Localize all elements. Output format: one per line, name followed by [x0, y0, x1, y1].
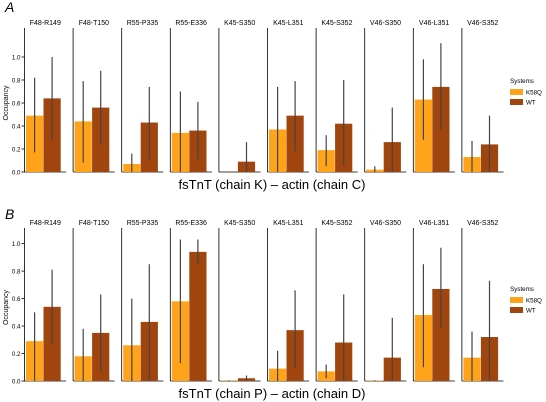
subplot-f48-t150: F48-T150 [72, 20, 115, 173]
subplot-title: K45-L351 [273, 220, 303, 227]
subplot-title: F48-R149 [30, 220, 61, 227]
y-tick-label: 1.0 [12, 54, 21, 61]
subplot-v46-s350: V46-S350 [364, 220, 407, 382]
subplot-k45-l351: K45-L351 [267, 20, 310, 173]
y-tick-label: 0.4 [12, 323, 21, 330]
y-tick-label: 0.4 [12, 123, 21, 130]
bar-wt [189, 251, 207, 381]
subplot-title: F48-R149 [30, 20, 61, 27]
y-tick-label: 0.6 [12, 296, 21, 303]
y-tick-label: 0.2 [12, 146, 21, 153]
subplot-v46-l351: V46-L351 [412, 20, 455, 173]
legend-label-wt: WT [526, 100, 536, 107]
subplot-f48-r149: F48-R149 [24, 20, 67, 173]
subplot-title: K45-S350 [224, 20, 255, 27]
subplot-f48-t150: F48-T150 [72, 220, 115, 382]
subplot-f48-r149: F48-R149 [24, 220, 67, 382]
subplot-v46-s352: V46-S352 [461, 20, 504, 173]
y-tick-label: 0.0 [12, 169, 21, 176]
subplot-title: F48-T150 [79, 20, 109, 27]
subplot-title: V46-S352 [467, 20, 498, 27]
legend: Systems K58Q WT [510, 286, 542, 315]
subplot-k45-s352: K45-S352 [315, 20, 358, 173]
y-tick-label: 0.2 [12, 351, 21, 358]
chart-panel-a: A Occupancy 0.0 0.2 0.4 0.6 0.8 1.0 F48-R149 F48-… [3, 0, 542, 192]
subplot-title: K45-S350 [224, 220, 255, 227]
subplot-title: V46-L351 [419, 20, 449, 27]
y-tick-label: 1.0 [12, 241, 21, 248]
subplot-title: K45-S352 [321, 20, 352, 27]
subplot-v46-s350: V46-S350 [364, 20, 407, 173]
subplot-v46-s352: V46-S352 [461, 220, 504, 382]
subplot-v46-l351: V46-L351 [412, 220, 455, 382]
legend: Systems K58Q WT [510, 78, 542, 107]
subplot-k45-l351: K45-L351 [267, 220, 310, 382]
legend-title: Systems [510, 78, 534, 85]
x-axis-label: fsTnT (chain P) – actin (chain D) [179, 386, 366, 401]
x-axis-label: fsTnT (chain K) – actin (chain C) [179, 177, 366, 192]
y-tick-label: 0.8 [12, 77, 21, 84]
subplot-title: V46-S350 [370, 20, 401, 27]
subplot-title: R55-E336 [175, 20, 207, 27]
subplot-k45-s352: K45-S352 [315, 220, 358, 382]
subplot-title: R55-P335 [127, 220, 159, 227]
legend-swatch-wt [510, 307, 523, 313]
legend-swatch-k58q [510, 89, 523, 95]
legend-swatch-k58q [510, 297, 523, 303]
subplot-r55-p335: R55-P335 [121, 220, 164, 382]
legend-label-k58q: K58Q [526, 298, 542, 305]
y-axis-label: Occupancy [3, 289, 10, 325]
subplot-title: R55-E336 [175, 220, 207, 227]
subplot-k45-s350: K45-S350 [218, 20, 261, 173]
legend-label-k58q: K58Q [526, 90, 542, 97]
y-tick-label: 0.0 [12, 378, 21, 385]
legend-label-wt: WT [526, 308, 536, 315]
subplot-title: V46-L351 [419, 220, 449, 227]
y-tick-label: 0.8 [12, 268, 21, 275]
subplot-title: K45-L351 [273, 20, 303, 27]
subplot-r55-e336: R55-E336 [169, 220, 212, 382]
y-tick-label: 0.6 [12, 100, 21, 107]
subplot-title: K45-S352 [321, 220, 352, 227]
chart-panel-b: B Occupancy 0.0 0.2 0.4 0.6 0.8 1.0 F48-R149 F48-… [3, 206, 542, 401]
subplot-title: V46-S352 [467, 220, 498, 227]
panel-label: A [4, 0, 14, 15]
subplot-title: F48-T150 [79, 220, 109, 227]
subplot-r55-p335: R55-P335 [121, 20, 164, 173]
legend-swatch-wt [510, 99, 523, 105]
y-axis-label: Occupancy [3, 85, 10, 121]
bar-wt [432, 288, 450, 381]
subplot-title: V46-S350 [370, 220, 401, 227]
legend-title: Systems [510, 286, 534, 293]
panel-label: B [5, 206, 14, 222]
subplot-k45-s350: K45-S350 [218, 220, 261, 382]
subplot-r55-e336: R55-E336 [169, 20, 212, 173]
subplot-title: R55-P335 [127, 20, 159, 27]
